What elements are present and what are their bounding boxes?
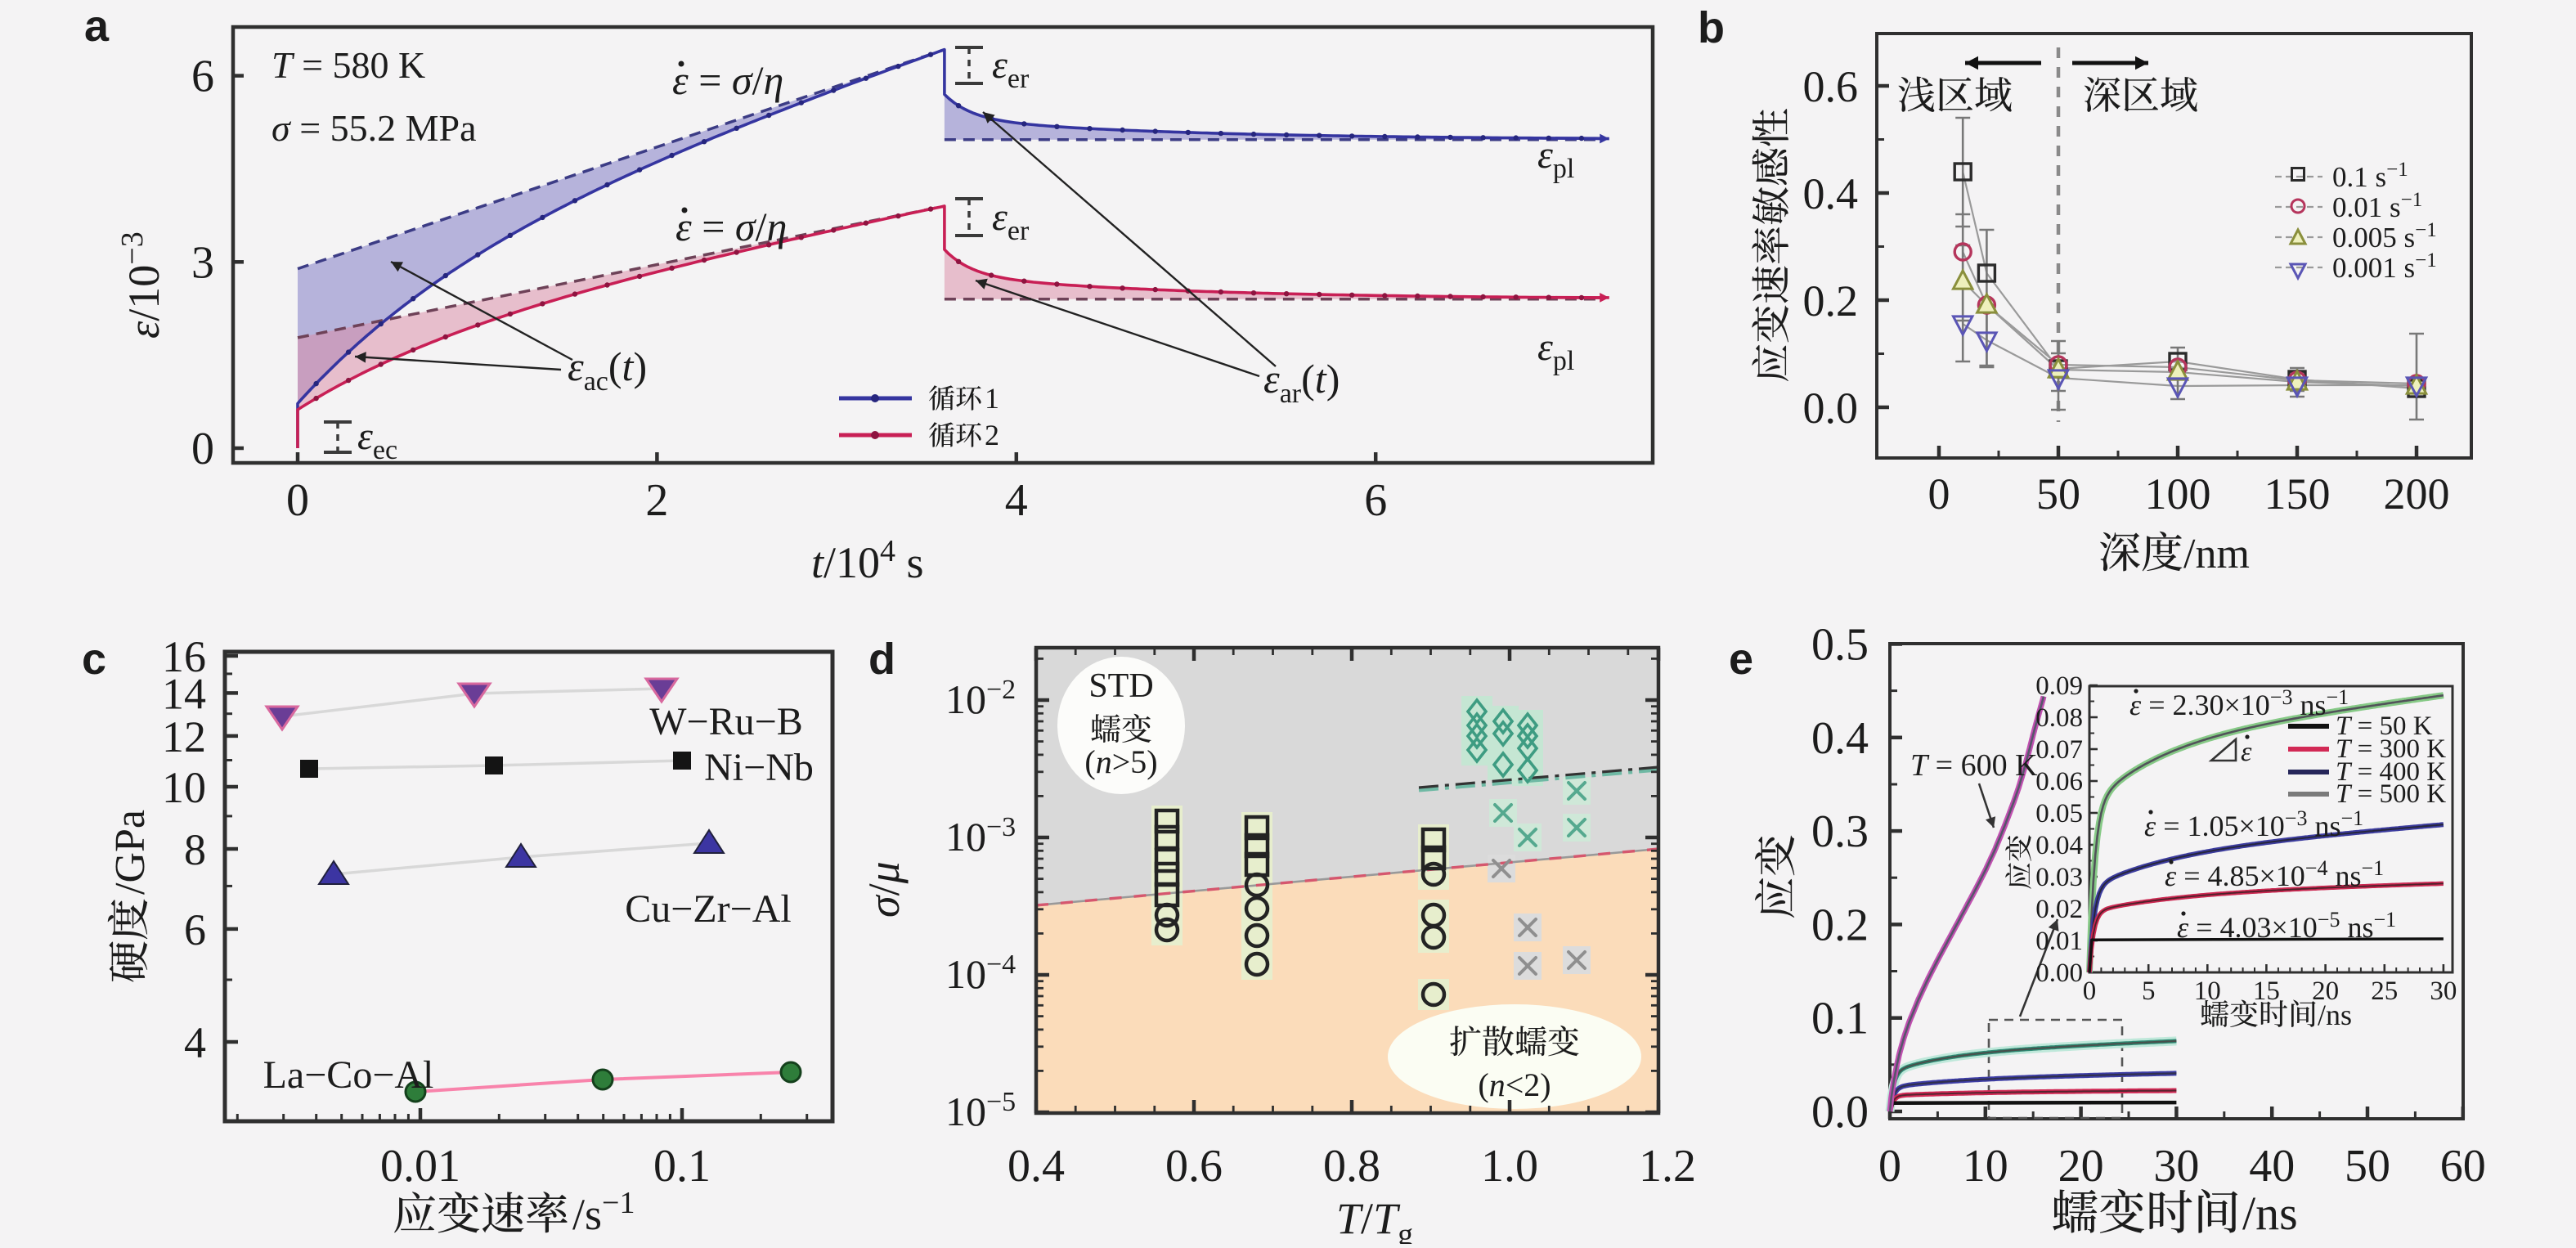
svg-text:/GPa: /GPa [107, 810, 154, 895]
svg-text:c: c [82, 635, 106, 684]
svg-text:σ = 55.2 MPa: σ = 55.2 MPa [272, 107, 477, 149]
svg-text:50: 50 [2345, 1141, 2390, 1192]
svg-text:5: 5 [2142, 976, 2156, 1006]
svg-text:ε = 4.03×10−5 ns−1: ε = 4.03×10−5 ns−1 [2177, 908, 2396, 944]
svg-text:/ns: /ns [2242, 1187, 2298, 1240]
svg-text:e: e [1729, 635, 1753, 684]
svg-text:50: 50 [2036, 469, 2080, 519]
svg-text:0.1: 0.1 [653, 1141, 711, 1192]
svg-text:4: 4 [184, 1018, 206, 1067]
svg-text:0.08: 0.08 [2035, 703, 2083, 733]
svg-text:0.0: 0.0 [1803, 384, 1859, 433]
svg-text:12: 12 [162, 712, 206, 761]
svg-text:0.4: 0.4 [1008, 1141, 1065, 1192]
svg-text:0.3: 0.3 [1811, 806, 1869, 857]
svg-text:0.1: 0.1 [1811, 994, 1869, 1044]
svg-text:0.2: 0.2 [1811, 900, 1869, 950]
svg-text:3: 3 [191, 237, 214, 288]
svg-text:2: 2 [985, 419, 999, 451]
svg-text:15: 15 [2253, 976, 2280, 1006]
svg-text:10: 10 [1963, 1141, 2008, 1192]
svg-text:d: d [868, 635, 895, 684]
svg-text:1.0: 1.0 [1481, 1141, 1538, 1192]
svg-text:ε = 1.05×10−3 ns−1: ε = 1.05×10−3 ns−1 [2144, 806, 2363, 842]
svg-text:0.09: 0.09 [2035, 671, 2083, 701]
svg-text:16: 16 [162, 632, 206, 681]
svg-text:0.0: 0.0 [1811, 1087, 1869, 1138]
svg-text:εar(t): εar(t) [1263, 356, 1340, 409]
svg-text:0.07: 0.07 [2035, 735, 2083, 765]
svg-text:b: b [1698, 3, 1725, 52]
svg-text:0.4: 0.4 [1803, 169, 1859, 218]
svg-text:30: 30 [2430, 976, 2457, 1006]
svg-text:ε: ε [2241, 737, 2252, 767]
svg-text:0.02: 0.02 [2035, 895, 2083, 924]
svg-text:/ns: /ns [2318, 999, 2352, 1031]
svg-text:0.00: 0.00 [2035, 958, 2083, 988]
svg-text:2: 2 [645, 475, 668, 526]
svg-text:0.5: 0.5 [1811, 620, 1869, 671]
svg-text:W−Ru−B: W−Ru−B [649, 700, 802, 743]
svg-text:0: 0 [286, 475, 309, 526]
svg-text:6: 6 [191, 52, 214, 102]
svg-text:0.03: 0.03 [2035, 863, 2083, 892]
svg-text:T = 580 K: T = 580 K [272, 44, 425, 86]
svg-text:0.01: 0.01 [2035, 927, 2083, 956]
svg-text:60: 60 [2440, 1141, 2486, 1192]
svg-text:0.05: 0.05 [2035, 799, 2083, 828]
svg-text:Cu−Zr−Al: Cu−Zr−Al [625, 887, 791, 931]
svg-text:10: 10 [2194, 976, 2221, 1006]
svg-text:1: 1 [985, 382, 999, 415]
svg-text:0.01: 0.01 [380, 1141, 460, 1192]
svg-text:0.8: 0.8 [1323, 1141, 1380, 1192]
svg-text:a: a [84, 2, 110, 51]
svg-text:(n>5): (n>5) [1084, 743, 1157, 780]
svg-text:0: 0 [191, 424, 214, 474]
svg-text:30: 30 [2153, 1141, 2199, 1192]
svg-text:σ/μ: σ/μ [859, 861, 909, 918]
svg-text:/nm: /nm [2183, 531, 2250, 577]
svg-text:20: 20 [2058, 1141, 2104, 1192]
svg-text:4: 4 [1005, 475, 1028, 526]
svg-text:8: 8 [184, 825, 206, 874]
svg-text:ε = 2.30×10−3 ns−1: ε = 2.30×10−3 ns−1 [2129, 685, 2349, 721]
svg-text:t/104 s: t/104 s [811, 534, 924, 587]
svg-text:0.4: 0.4 [1811, 713, 1869, 764]
svg-text:ε = σ/η: ε = σ/η [672, 57, 783, 103]
svg-text:ε = σ/η: ε = σ/η [675, 204, 787, 249]
svg-text:10: 10 [162, 763, 206, 812]
svg-text:0.06: 0.06 [2035, 767, 2083, 797]
svg-text:0.2: 0.2 [1803, 276, 1859, 325]
svg-text:200: 200 [2384, 469, 2450, 519]
svg-text:ε = 4.85×10−4 ns−1: ε = 4.85×10−4 ns−1 [2165, 856, 2384, 892]
svg-text:0.6: 0.6 [1803, 62, 1859, 111]
svg-text:25: 25 [2371, 976, 2398, 1006]
svg-text:0: 0 [2083, 976, 2097, 1006]
svg-text:STD: STD [1088, 667, 1153, 705]
svg-text:1.2: 1.2 [1639, 1141, 1696, 1192]
svg-text:La−Co−Al: La−Co−Al [263, 1053, 434, 1097]
svg-text:6: 6 [1364, 475, 1387, 526]
svg-text:Ni−Nb: Ni−Nb [704, 746, 814, 789]
svg-text:150: 150 [2264, 469, 2331, 519]
svg-text:T = 600 K: T = 600 K [1910, 748, 2038, 783]
svg-text:0.04: 0.04 [2035, 831, 2083, 860]
svg-text:0.6: 0.6 [1165, 1141, 1223, 1192]
svg-text:0: 0 [1878, 1141, 1901, 1192]
svg-text:6: 6 [184, 905, 206, 954]
svg-text:(n<2): (n<2) [1478, 1066, 1551, 1103]
svg-text:100: 100 [2145, 469, 2211, 519]
svg-text:40: 40 [2249, 1141, 2295, 1192]
svg-text:0: 0 [1928, 469, 1950, 519]
svg-text:T = 500 K: T = 500 K [2336, 779, 2446, 809]
